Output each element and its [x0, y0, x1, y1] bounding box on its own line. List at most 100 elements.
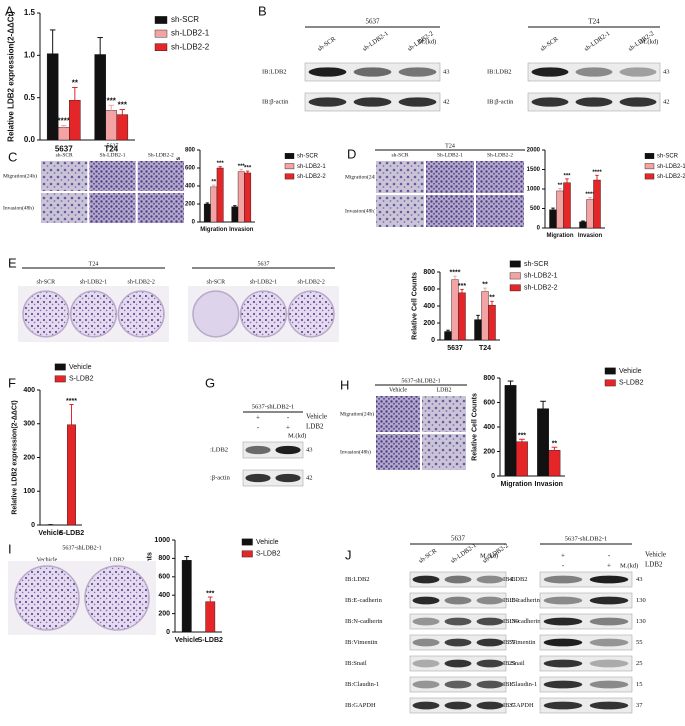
- image-row-label: Invasion(48h): [345, 207, 376, 214]
- blot-band: [476, 659, 504, 668]
- image-column-label: sh-SCR: [391, 152, 408, 158]
- micrograph: [88, 160, 137, 192]
- blot-band: [412, 638, 440, 647]
- lane-label: sh-SCR: [316, 35, 337, 53]
- error-bar: [507, 380, 514, 386]
- x-tick-label: T24: [104, 145, 118, 154]
- marker-kd: 15: [509, 681, 516, 688]
- colony-dish: [287, 290, 335, 338]
- marker-kd: 37: [509, 702, 516, 709]
- legend-label: S-LDB2: [619, 380, 644, 387]
- legend-swatch: [154, 16, 168, 24]
- y-axis-title: Relative LDB2 expression(2-ΔΔCt): [12, 400, 19, 514]
- error-bar: [519, 438, 525, 442]
- x-tick-label: Invasion: [535, 481, 563, 488]
- error-bar: [97, 37, 103, 55]
- y-tick-label: 800: [185, 148, 196, 154]
- blot-band: [245, 473, 271, 483]
- marker-label: M.(kd): [288, 432, 306, 439]
- legend-swatch: [284, 173, 295, 180]
- legend-swatch: [604, 379, 616, 387]
- error-bar: [581, 220, 585, 222]
- x-tick-label: Vehicle: [175, 637, 199, 644]
- significance-label: ***: [458, 283, 466, 290]
- x-tick-label: 5637: [55, 145, 73, 154]
- blot-band: [444, 701, 472, 710]
- image-column-label: LDB2: [437, 387, 452, 393]
- marker-kd: 43: [306, 446, 313, 453]
- colony-dish: [117, 290, 165, 338]
- x-tick-label: Vehicle: [38, 530, 62, 537]
- error-bar: [453, 275, 457, 280]
- y-tick-label: 200: [158, 610, 170, 617]
- significance-label: ****: [58, 117, 71, 126]
- y-tick-label: 0: [431, 337, 435, 344]
- y-tick-label: 400: [483, 424, 495, 431]
- significance-label: ****: [592, 170, 602, 176]
- blot-band: [444, 659, 472, 668]
- blot-band: [619, 97, 657, 107]
- blot-band: [589, 575, 629, 584]
- blot-band: [444, 638, 472, 647]
- legend-swatch: [284, 163, 295, 170]
- blot-row-label: IB:N-cadherin: [503, 618, 541, 625]
- bar: [516, 441, 528, 477]
- bar: [181, 560, 192, 633]
- blot-row-label: IB:Vimentin: [503, 639, 536, 646]
- significance-label: **: [489, 295, 495, 302]
- bar: [69, 100, 81, 141]
- micrograph: [375, 395, 421, 433]
- blot-title: 5637: [451, 535, 466, 543]
- blot-band: [575, 67, 613, 77]
- legend-label: sh-LDB2-1: [524, 273, 558, 280]
- marker-kd: 15: [636, 681, 643, 688]
- image-column-label: Sh-LDB2-2: [487, 152, 513, 158]
- y-tick-label: 0.0: [24, 135, 36, 144]
- legend-swatch: [284, 153, 295, 159]
- y-tick-label: 800: [423, 269, 435, 276]
- error-bar: [239, 168, 243, 172]
- colony-dish: [84, 565, 150, 631]
- panel-letter: G: [205, 375, 215, 390]
- blot-title: T24: [588, 18, 600, 26]
- marker-kd: 43: [663, 68, 670, 75]
- blot-title: 5637-shLDB2-1: [565, 535, 608, 542]
- y-tick-label: 0: [166, 629, 170, 636]
- error-bar: [490, 300, 494, 306]
- image-title: T24: [445, 143, 455, 149]
- x-tick-label: 5637: [447, 345, 463, 352]
- legend-label: S-LDB2: [69, 376, 94, 383]
- bar: [548, 450, 561, 477]
- legend-swatch: [644, 163, 655, 170]
- blot-band: [308, 97, 347, 107]
- error-bar: [551, 207, 555, 210]
- blot-band: [275, 445, 301, 455]
- blot-band: [476, 680, 504, 689]
- blot-band: [412, 575, 440, 584]
- panel-letter: E: [8, 255, 17, 270]
- error-bar: [49, 29, 56, 54]
- legend-swatch: [604, 367, 616, 375]
- y-tick-label: 200: [423, 320, 435, 327]
- bar: [116, 114, 129, 141]
- panel-letter: A: [5, 3, 14, 18]
- marker-kd: 42: [663, 98, 670, 105]
- error-bar: [588, 197, 592, 200]
- marker-kd: 130: [509, 597, 519, 604]
- blot-band: [619, 67, 657, 77]
- x-tick-label: Invasion: [229, 227, 254, 233]
- error-bar: [218, 166, 222, 168]
- legend-label: sh-LDB2-1: [171, 29, 210, 38]
- image-column-label: sh-LDB2-1: [80, 279, 107, 285]
- legend-label: sh-LDB2-2: [524, 285, 558, 292]
- image-column-label: Vehicle: [389, 387, 407, 393]
- significance-label: ***: [206, 590, 214, 597]
- error-bar: [72, 87, 78, 101]
- blot-band: [575, 97, 613, 107]
- marker-kd: 55: [509, 639, 516, 646]
- bar: [556, 190, 564, 229]
- micrograph: [475, 194, 525, 228]
- error-bar: [558, 188, 562, 191]
- blot-band: [412, 596, 440, 605]
- y-tick-label: 400: [158, 592, 170, 599]
